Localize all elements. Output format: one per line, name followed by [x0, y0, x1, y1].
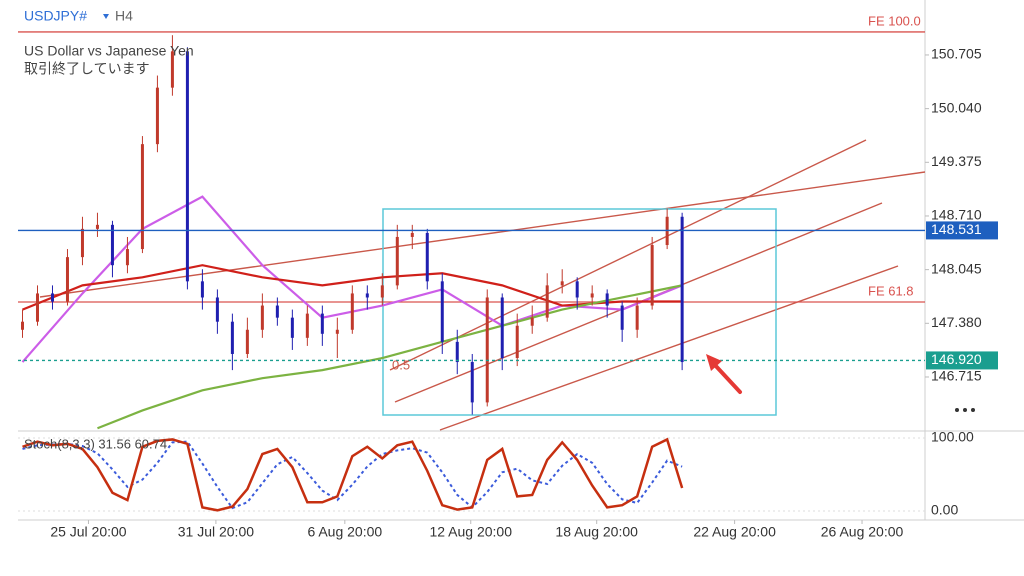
symbol[interactable]: USDJPY# [24, 8, 87, 24]
candle-body [515, 325, 519, 359]
candle-body [335, 329, 339, 334]
y-tick-label: 100.00 [931, 429, 974, 445]
candle-body [110, 224, 114, 266]
level-label: FE 100.0 [868, 13, 921, 28]
candle-body [590, 293, 594, 298]
candle-body [50, 293, 54, 302]
description: US Dollar vs Japanese Yen [24, 43, 194, 59]
candle-body [125, 249, 129, 266]
candle-body [635, 305, 639, 330]
price-tag [926, 221, 998, 240]
arrow [712, 362, 742, 394]
candle-body [380, 285, 384, 298]
candle-body [275, 305, 279, 318]
fib-label: 0.5 [392, 357, 410, 372]
moving-average [97, 284, 683, 430]
candle-body [605, 293, 609, 306]
market-status: 取引終了しています [24, 61, 150, 77]
selection-box [382, 208, 777, 416]
price-panel: FE 100.0 FE 61.8 0.5 [18, 13, 925, 431]
level-label: FE 61.8 [868, 283, 914, 298]
candle-body [290, 317, 294, 338]
x-tick-label: 6 Aug 20:00 [307, 524, 382, 540]
moving-average [22, 264, 683, 311]
y-tick-label: 149.375 [931, 153, 982, 169]
price-tag-label: 146.920 [931, 351, 982, 367]
candle-body [395, 236, 399, 286]
candle-body [215, 297, 219, 322]
y-tick-label: 0.00 [931, 502, 958, 518]
y-tick-label: 148.710 [931, 207, 982, 223]
candle-body [560, 281, 564, 286]
candle-body [530, 317, 534, 326]
x-tick-label: 26 Aug 20:00 [821, 524, 904, 540]
y-tick-label: 148.045 [931, 260, 982, 276]
stochastic-line [22, 437, 684, 512]
candle-body [545, 285, 549, 318]
x-tick-label: 18 Aug 20:00 [555, 524, 638, 540]
x-tick-label: 31 Jul 20:00 [178, 524, 254, 540]
candle-body [485, 297, 489, 403]
channel-line [439, 265, 899, 431]
price-tag-label: 148.531 [931, 221, 982, 237]
x-tick-label: 22 Aug 20:00 [693, 524, 776, 540]
y-tick-label: 150.705 [931, 46, 982, 62]
candle-body [65, 257, 69, 302]
candle-body [455, 341, 459, 363]
candle-body [680, 216, 684, 363]
candle-body [230, 321, 234, 354]
candle-body [140, 144, 144, 250]
candle-body [200, 281, 204, 298]
more-icon[interactable] [963, 408, 967, 412]
channel-line [389, 139, 867, 371]
more-icon[interactable] [971, 408, 975, 412]
candle-body [305, 313, 309, 338]
candle-body [440, 281, 444, 342]
candle-body [170, 51, 174, 88]
candle-body [245, 329, 249, 354]
candle-body [95, 224, 99, 229]
y-tick-label: 146.715 [931, 368, 982, 384]
candle-body [470, 362, 474, 403]
candle-body [260, 305, 264, 330]
timeframe[interactable]: H4 [115, 8, 133, 24]
candle-body [35, 293, 39, 322]
dropdown-icon[interactable] [103, 14, 109, 19]
arrow-head [706, 354, 722, 371]
candle-body [410, 232, 414, 237]
candle-body [500, 297, 504, 359]
candle-body [155, 87, 159, 145]
y-tick-label: 150.040 [931, 99, 982, 115]
price-tag [926, 351, 998, 370]
stochastic-panel [18, 437, 925, 512]
candle-body [620, 305, 624, 330]
candle-body [575, 281, 579, 298]
candle-body [365, 293, 369, 298]
candle-body [320, 313, 324, 334]
candle-body [425, 232, 429, 282]
candle-body [350, 293, 354, 330]
candle-body [20, 321, 24, 330]
x-tick-label: 12 Aug 20:00 [429, 524, 512, 540]
indicator-title: Stoch(8,3,3) 31.56 60.74 [24, 436, 167, 451]
more-icon[interactable] [955, 408, 959, 412]
y-tick-label: 147.380 [931, 314, 982, 330]
candle-body [650, 245, 654, 306]
candle-body [80, 228, 84, 258]
candle-body [185, 51, 189, 282]
x-tick-label: 25 Jul 20:00 [50, 524, 126, 540]
trend-line [39, 171, 925, 298]
